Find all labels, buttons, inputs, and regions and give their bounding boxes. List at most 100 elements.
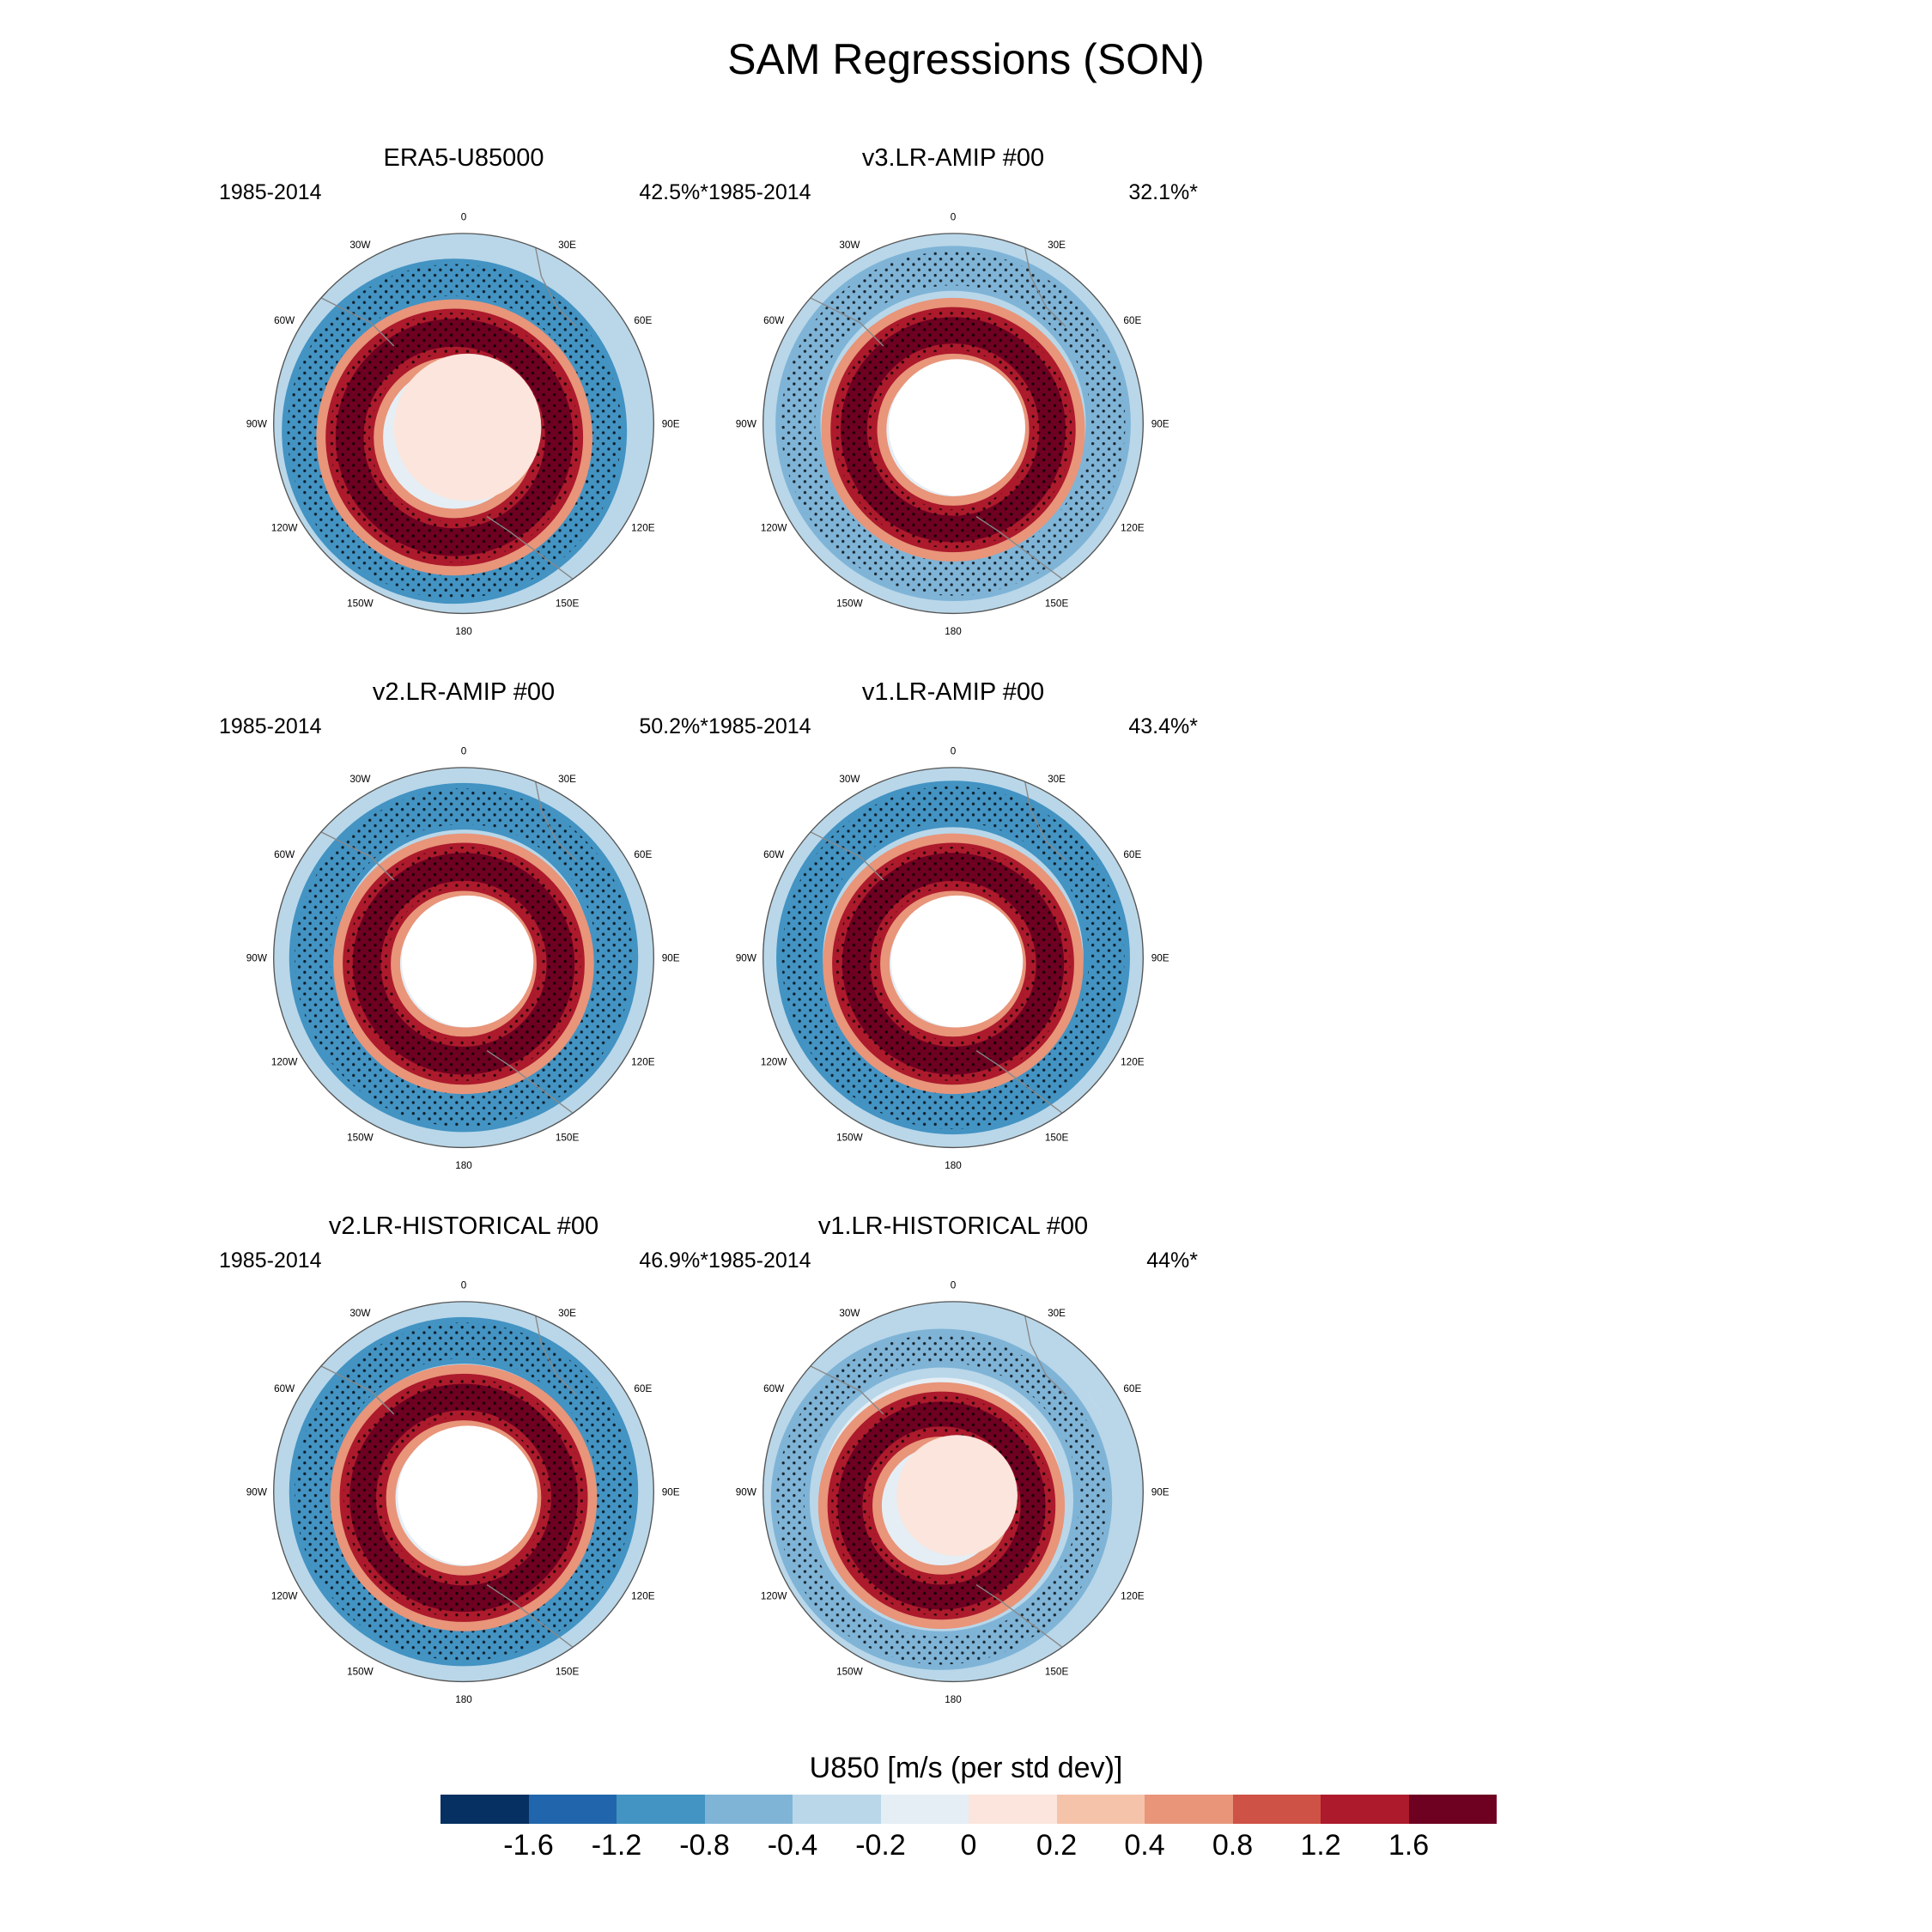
longitude-label: 60W (763, 849, 785, 860)
antarctica-landmass (401, 895, 534, 1028)
colorbar-tick-label: 0 (960, 1829, 977, 1862)
longitude-label: 150W (836, 1667, 864, 1678)
longitude-label: 150E (556, 598, 580, 610)
longitude-label: 90W (246, 953, 268, 964)
longitude-label: 180 (455, 626, 472, 637)
longitude-label: 90W (736, 1487, 757, 1498)
panel-variance-pct: 44%* (1146, 1249, 1198, 1273)
longitude-label: 0 (461, 212, 467, 223)
colorbar-segment (1232, 1795, 1321, 1824)
main-title: SAM Regressions (SON) (727, 35, 1205, 83)
colorbar-segment (704, 1795, 793, 1824)
longitude-label: 60W (763, 1383, 785, 1394)
longitude-label: 30E (1048, 774, 1066, 785)
longitude-label: 60E (634, 1383, 652, 1394)
longitude-label: 60W (274, 315, 295, 326)
longitude-label: 90W (246, 1487, 268, 1498)
polar-map: 0 30E 60E 90E 120E 150E 180 150W 120W 90W 60W 30W (736, 1280, 1170, 1705)
panel-title: v2.LR-HISTORICAL #00 (328, 1212, 599, 1240)
longitude-label: 90E (1151, 419, 1170, 430)
colorbar (440, 1795, 1497, 1824)
antarctica-landmass (398, 1425, 538, 1565)
longitude-label: 150W (347, 1667, 374, 1678)
longitude-label: 120W (271, 1590, 299, 1601)
panel-variance-pct: 50.2%* (639, 714, 708, 738)
panel-years: 1985-2014 (219, 714, 322, 738)
map-panel: v2.LR-HISTORICAL #00 1985-2014 46.9%* 0 30E 6… (206, 1212, 721, 1705)
longitude-label: 90W (736, 419, 757, 430)
panel-variance-pct: 42.5%* (639, 180, 708, 204)
colorbar-segment (528, 1795, 617, 1824)
panel-title: v1.LR-HISTORICAL #00 (817, 1212, 1089, 1240)
colorbar-tick-label: -0.2 (855, 1829, 906, 1862)
longitude-label: 120W (271, 1056, 299, 1067)
colorbar-tick-label: -1.2 (591, 1829, 642, 1862)
panel-title: v3.LR-AMIP #00 (861, 144, 1045, 172)
longitude-label: 60E (1123, 315, 1141, 326)
longitude-label: 180 (945, 1694, 962, 1705)
longitude-label: 90E (662, 419, 680, 430)
map-panel: v1.LR-AMIP #00 1985-2014 43.4%* 0 30E 60E 90E 1… (696, 678, 1211, 1171)
colorbar-tick-label: 0.4 (1124, 1829, 1165, 1862)
polar-map: 0 30E 60E 90E 120E 150E 180 150W 120W 90W 60W 30W (246, 212, 680, 637)
longitude-label: 30W (349, 774, 371, 785)
panel-years: 1985-2014 (219, 1249, 322, 1273)
antarctica-landmass (896, 1435, 1018, 1557)
polar-map: 0 30E 60E 90E 120E 150E 180 150W 120W 90W 60W 30W (736, 212, 1170, 637)
longitude-label: 180 (945, 1160, 962, 1171)
longitude-label: 0 (461, 1280, 467, 1291)
longitude-label: 150E (1045, 1133, 1069, 1144)
longitude-label: 0 (951, 746, 957, 757)
longitude-label: 30E (558, 1308, 576, 1319)
panel-variance-pct: 46.9%* (639, 1249, 708, 1273)
longitude-label: 90E (662, 1487, 680, 1498)
longitude-label: 90W (246, 419, 268, 430)
panel-title: v1.LR-AMIP #00 (861, 678, 1045, 706)
longitude-label: 120E (631, 522, 655, 533)
longitude-label: 150E (556, 1133, 580, 1144)
colorbar-segment (440, 1795, 529, 1824)
longitude-label: 30E (1048, 240, 1066, 251)
longitude-label: 150W (347, 1133, 374, 1144)
longitude-label: 30W (349, 1308, 371, 1319)
longitude-label: 150W (836, 598, 864, 610)
colorbar-segment (969, 1795, 1057, 1824)
longitude-label: 30W (839, 240, 860, 251)
antarctica-landmass (889, 359, 1025, 496)
colorbar-segment (793, 1795, 881, 1824)
map-panel: v3.LR-AMIP #00 1985-2014 32.1%* 0 30E 60E 90E 1… (696, 144, 1211, 637)
longitude-label: 0 (951, 1280, 957, 1291)
colorbar-tick-label: 1.2 (1300, 1829, 1341, 1862)
map-panel: ERA5-U85000 1985-2014 42.5%* 0 30E 60E 90E 120E… (206, 144, 721, 637)
longitude-label: 30E (558, 240, 576, 251)
colorbar-tick-label: 1.6 (1388, 1829, 1430, 1862)
panel-variance-pct: 32.1%* (1128, 180, 1198, 204)
longitude-label: 120E (631, 1056, 655, 1067)
colorbar-segment (880, 1795, 969, 1824)
longitude-label: 30E (1048, 1308, 1066, 1319)
polar-map: 0 30E 60E 90E 120E 150E 180 150W 120W 90W 60W 30W (246, 1280, 680, 1705)
longitude-label: 60W (763, 315, 785, 326)
longitude-label: 150W (836, 1133, 864, 1144)
longitude-label: 90E (1151, 1487, 1170, 1498)
colorbar-segment (1408, 1795, 1497, 1824)
longitude-label: 60E (1123, 849, 1141, 860)
panel-title: v2.LR-AMIP #00 (372, 678, 556, 706)
colorbar-tick-label: 0.2 (1036, 1829, 1078, 1862)
longitude-label: 90E (662, 953, 680, 964)
longitude-label: 0 (461, 746, 467, 757)
antarctica-landmass (890, 895, 1024, 1028)
colorbar-tick-label: -0.8 (679, 1829, 730, 1862)
polar-map: 0 30E 60E 90E 120E 150E 180 150W 120W 90W 60W 30W (736, 746, 1170, 1171)
panel-years: 1985-2014 (708, 714, 811, 738)
colorbar-segment (617, 1795, 705, 1824)
longitude-label: 180 (455, 1694, 472, 1705)
panel-variance-pct: 43.4%* (1128, 714, 1198, 738)
longitude-label: 180 (945, 626, 962, 637)
longitude-label: 60W (274, 1383, 295, 1394)
panel-years: 1985-2014 (219, 180, 322, 204)
map-panel: v1.LR-HISTORICAL #00 1985-2014 44%* 0 30E 60E… (696, 1212, 1211, 1705)
panel-years: 1985-2014 (708, 1249, 811, 1273)
colorbar-tick-label: 0.8 (1212, 1829, 1254, 1862)
panel-title: ERA5-U85000 (383, 144, 544, 172)
